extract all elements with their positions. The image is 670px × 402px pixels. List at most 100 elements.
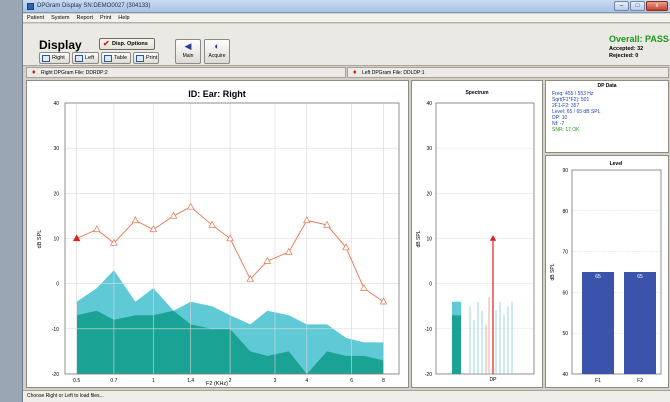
minimize-button[interactable]: –: [614, 1, 629, 11]
printer-icon: [136, 55, 144, 62]
y-tick-label: 40: [426, 101, 432, 107]
y-tick-label: 10: [53, 237, 59, 243]
menu-patient[interactable]: Patient: [27, 15, 45, 21]
dp-noise-floor: Nf: -7: [552, 121, 565, 127]
left-label: Left: [85, 55, 95, 61]
dpgram-title: ID: Ear: Right: [188, 89, 246, 99]
x-axis-label: F2 (KHz): [206, 381, 228, 387]
spectrum-chart: Spectrum -20 -10 0 10 20 30 40 dB SPL DP: [416, 90, 535, 383]
y-tick-label: 30: [426, 146, 432, 152]
y-tick-label: 60: [562, 290, 568, 296]
maximize-button[interactable]: □: [630, 1, 645, 11]
level-panel: Level 40 50 60 70 80 90 dB SPL 65 F1 65 F2: [545, 155, 669, 388]
dp-value: DP: 10: [552, 115, 568, 121]
close-button[interactable]: x: [646, 1, 668, 11]
level-data-label: 65: [595, 274, 601, 280]
dp-data-title: DP Data: [597, 83, 617, 89]
x-tick-label: 1: [152, 378, 155, 384]
disp-options-button[interactable]: ✔ Disp. Options: [99, 38, 155, 50]
dp-spike-marker: [489, 235, 497, 241]
table-icon: [104, 55, 112, 62]
plot-frame: [571, 169, 662, 375]
dp-point: [72, 234, 81, 242]
y-tick-label: 30: [53, 146, 59, 152]
y-tick-label: 40: [53, 101, 59, 107]
level-category-label: F1: [595, 378, 601, 384]
rejected-count: Rejected: 0: [609, 53, 639, 59]
y-tick-label: -10: [425, 327, 432, 333]
left-file-bar[interactable]: ♦ Left DPGram File: DDLDP:1: [347, 67, 669, 78]
pin-icon: ♦: [32, 69, 36, 76]
y-tick-label: -20: [425, 372, 432, 378]
print-label: Print: [146, 55, 158, 61]
x-tick-label: 0.7: [110, 378, 117, 384]
app-icon: [27, 3, 34, 10]
print-button[interactable]: Print: [133, 52, 159, 64]
dp-point: [360, 283, 368, 291]
dp-level: Level: 65 / 65 dB SPL: [552, 109, 601, 115]
dp-sqrt: Sqrt(F1*F2): 501: [552, 97, 590, 103]
y-tick-label: -20: [52, 372, 59, 378]
level-chart: Level 40 50 60 70 80 90 dB SPL 65 F1 65 F2: [550, 161, 662, 384]
app-window: DPGram Display SN:DEMO0027 (304133) – □ …: [22, 0, 670, 402]
dp-freq: Freq: 455 / 553 Hz: [552, 91, 594, 97]
accepted-count: Accepted: 32: [609, 46, 644, 52]
dp-point: [110, 238, 118, 246]
dp-point: [149, 225, 158, 233]
right-file-bar[interactable]: ♦ Right DPGram File: DDRDP:2: [26, 67, 346, 78]
pin-icon: ♦: [353, 69, 357, 76]
level-category-label: F2: [637, 378, 643, 384]
display-heading: Display: [39, 38, 82, 52]
x-tick-label: 1.4: [187, 378, 194, 384]
menu-bar: Patient System Report Print Help: [23, 14, 670, 23]
dp-point: [342, 243, 350, 251]
y-tick-label: 0: [429, 282, 432, 288]
acquire-label: Acquire: [208, 53, 226, 59]
acquire-button[interactable]: ◐ Acquire: [204, 39, 230, 64]
y-axis-label: dB SPL: [37, 230, 43, 249]
level-bar-f2: [624, 272, 656, 374]
y-tick-label: 0: [56, 282, 59, 288]
x-axis-label: DP: [490, 377, 498, 383]
dp-point: [303, 216, 311, 224]
overall-result: Overall: PASS: [609, 34, 669, 44]
menu-system[interactable]: System: [51, 15, 70, 21]
dp-point: [169, 211, 178, 219]
dp-point: [93, 225, 101, 233]
main-label: Main: [182, 53, 194, 59]
x-tick-label: 4: [305, 378, 308, 384]
level-data-label: 65: [637, 274, 643, 280]
table-button[interactable]: Table: [101, 52, 131, 64]
right-button[interactable]: Right: [39, 52, 70, 64]
left-button[interactable]: Left: [72, 52, 99, 64]
title-bar: DPGram Display SN:DEMO0027 (304133) – □ …: [23, 0, 670, 13]
y-tick-label: -10: [52, 327, 59, 333]
menu-report[interactable]: Report: [76, 15, 93, 21]
y-tick-label: 80: [562, 209, 568, 215]
dp-point: [263, 256, 272, 264]
y-tick-label: 70: [562, 250, 568, 256]
y-tick-label: 20: [53, 191, 59, 197]
dp-2f1f2: 2F1-F2: 357: [552, 103, 580, 109]
y-tick-label: 50: [562, 331, 568, 337]
dpgram-chart: ID: Ear: Right -20 -10 0 10 20 30 40 0.5 0.7 1 1.4 2…: [37, 89, 400, 387]
y-axis-label: dB SPL: [550, 263, 556, 280]
main-button[interactable]: ◀ Main: [175, 39, 201, 64]
y-axis-label: dB SPL: [416, 230, 422, 247]
plot-frame: [435, 102, 535, 375]
spectrum-title: Spectrum: [465, 90, 489, 96]
folder-icon: [75, 55, 83, 62]
dpgram-panel: ID: Ear: Right -20 -10 0 10 20 30 40 0.5 0.7 1 1.4 2…: [26, 80, 409, 388]
y-tick-label: 90: [562, 168, 568, 174]
menu-print[interactable]: Print: [99, 15, 112, 21]
folder-icon: [42, 55, 50, 62]
x-tick-label: 0.5: [73, 378, 80, 384]
dp-point: [285, 247, 293, 255]
dp-point: [186, 202, 195, 210]
dp-data-panel: DP Data Freq: 455 / 553 Hz Sqrt(F1*F2): …: [545, 80, 669, 153]
menu-help[interactable]: Help: [118, 15, 130, 21]
y-tick-label: 20: [426, 191, 432, 197]
x-tick-label: 2: [229, 378, 232, 384]
dp-point: [246, 274, 255, 282]
table-label: Table: [114, 55, 128, 61]
